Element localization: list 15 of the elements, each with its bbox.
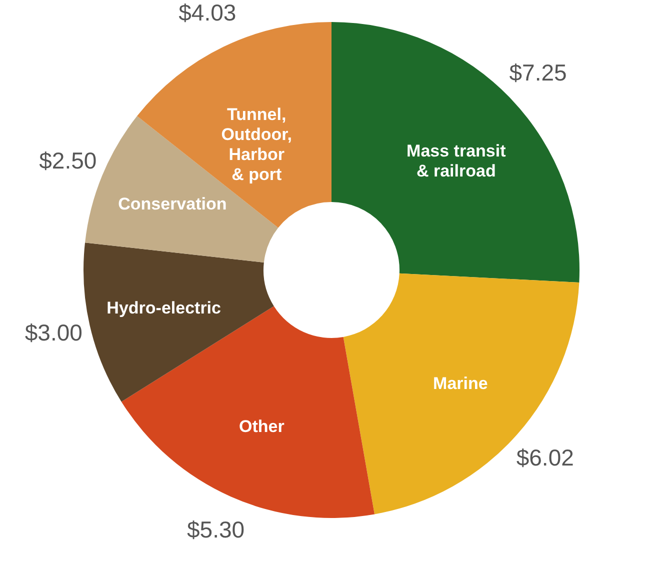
donut-slice: [84, 242, 274, 402]
slice-label: Conservation: [118, 194, 227, 214]
slice-label: Tunnel, Outdoor, Harbor & port: [221, 105, 292, 184]
slice-label: Other: [238, 417, 285, 436]
data-label: $6.02: [516, 444, 574, 471]
slice-label: Marine: [433, 374, 488, 393]
data-label: $4.03: [178, 0, 236, 26]
data-label: $3.00: [24, 320, 82, 346]
slice-label: Mass transit & railroad: [406, 141, 506, 180]
data-label: $7.25: [509, 60, 567, 86]
donut-slice: [343, 273, 580, 514]
data-label: $5.30: [186, 516, 245, 542]
data-label: $2.50: [39, 148, 97, 174]
slice-label: Hydro-electric: [106, 298, 221, 318]
donut-slice: [332, 22, 580, 282]
